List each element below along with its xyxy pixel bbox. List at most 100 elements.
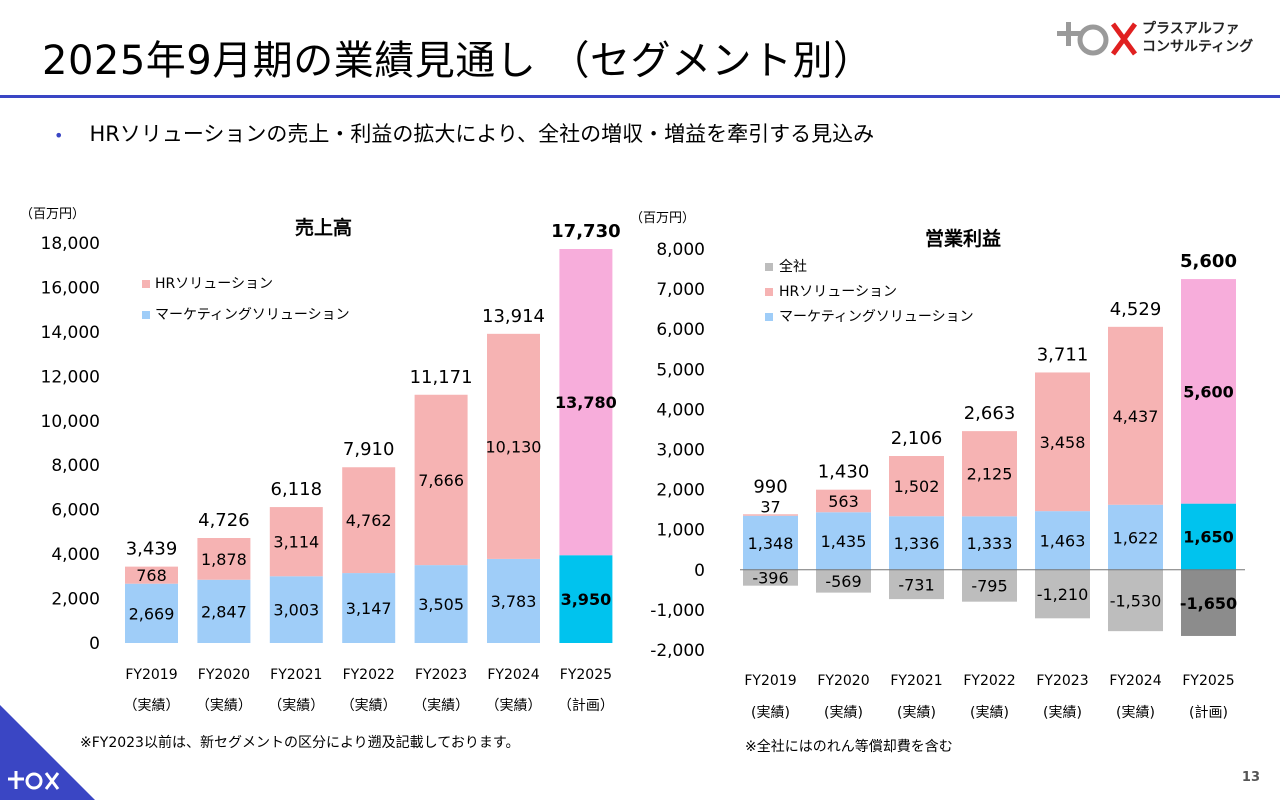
data-label-marketing: 3,147 xyxy=(346,599,392,618)
page-number: 13 xyxy=(1241,770,1260,785)
bar-corporate xyxy=(816,569,871,593)
data-label-hr: 37 xyxy=(760,497,780,516)
x-tick-sublabel: (実績) xyxy=(1043,705,1082,721)
x-tick-label: FY2024 xyxy=(487,667,539,683)
x-tick-label: FY2023 xyxy=(1036,673,1088,689)
note-segment: ※FY2023以前は、新セグメントの区分により遡及記載しております。 xyxy=(80,735,520,751)
x-tick-sublabel: （実績） xyxy=(124,698,180,714)
bar-corporate xyxy=(743,569,798,586)
bar-marketing xyxy=(269,576,323,643)
data-label-marketing: 1,333 xyxy=(967,534,1013,553)
bar-hr xyxy=(197,538,251,580)
data-label-hr: 5,600 xyxy=(1183,382,1234,401)
legend-label: HRソリューション xyxy=(779,284,897,300)
x-tick-sublabel: （実績） xyxy=(268,698,324,714)
bar-marketing xyxy=(559,555,613,643)
x-tick-sublabel: (計画) xyxy=(1189,705,1228,721)
chart-title: 売上高 xyxy=(295,216,352,239)
data-label-marketing: 3,505 xyxy=(418,595,464,614)
bar-marketing xyxy=(342,573,396,643)
x-tick-label: FY2021 xyxy=(890,673,942,689)
x-tick-sublabel: （計画） xyxy=(558,698,614,714)
bar-marketing xyxy=(962,516,1017,570)
y-tick-label: 6,000 xyxy=(656,320,705,340)
x-tick-label: FY2023 xyxy=(415,667,467,683)
note-corporate: ※全社にはのれん等償却費を含む xyxy=(745,739,953,755)
bar-hr xyxy=(889,455,944,517)
bar-marketing xyxy=(487,558,540,643)
y-tick-label: 0 xyxy=(89,634,100,654)
title-divider xyxy=(0,95,1280,98)
data-label-corporate: -1,650 xyxy=(1180,594,1237,613)
total-label: 17,730 xyxy=(551,221,620,242)
y-tick-label: 8,000 xyxy=(51,456,100,476)
bar-corporate xyxy=(962,569,1017,602)
y-tick-label: 16,000 xyxy=(41,278,100,298)
bar-marketing xyxy=(125,583,178,643)
page-title: 2025年9月期の業績見通し （セグメント別） xyxy=(42,38,874,84)
bullet-text: HRソリューションの売上・利益の拡大により、全社の増収・増益を牽引する見込み xyxy=(89,122,875,146)
y-tick-label: 6,000 xyxy=(51,501,100,521)
legend-swatch xyxy=(142,280,150,288)
data-label-marketing: 1,435 xyxy=(821,532,867,551)
total-label: 6,118 xyxy=(271,479,323,500)
legend-swatch xyxy=(765,313,773,321)
x-tick-sublabel: (実績) xyxy=(751,705,790,721)
y-axis-unit: （百万円） xyxy=(20,207,85,222)
total-label: 2,663 xyxy=(964,403,1016,424)
x-tick-sublabel: （実績） xyxy=(486,698,542,714)
y-tick-label: 0 xyxy=(694,561,705,581)
y-tick-label: -2,000 xyxy=(650,641,705,661)
data-label-marketing: 1,463 xyxy=(1040,531,1086,550)
data-label-corporate: -569 xyxy=(825,572,861,591)
y-tick-label: 8,000 xyxy=(656,240,705,260)
y-tick-label: 4,000 xyxy=(51,545,100,565)
x-tick-sublabel: (実績) xyxy=(824,705,863,721)
legend-label: HRソリューション xyxy=(155,276,273,292)
bar-hr xyxy=(1035,372,1090,512)
data-label-hr: 1,502 xyxy=(894,477,940,496)
bar-hr xyxy=(342,467,396,574)
total-label: 11,171 xyxy=(410,367,473,388)
data-label-hr: 768 xyxy=(136,566,167,585)
data-label-hr: 3,114 xyxy=(273,533,319,552)
operating-profit-chart: 営業利益 （百万円） -2,000 -1,000 0 1,000 2,000 3,000 4,0… xyxy=(630,211,1245,721)
data-label-hr: 563 xyxy=(828,492,859,511)
data-label-hr: 2,125 xyxy=(967,465,1013,484)
bar-marketing xyxy=(197,579,251,643)
data-label-hr: 1,878 xyxy=(201,550,247,569)
data-label-hr: 3,458 xyxy=(1040,433,1086,452)
x-tick-sublabel: (実績) xyxy=(970,705,1009,721)
data-label-hr: 4,762 xyxy=(346,511,392,530)
y-tick-label: -1,000 xyxy=(650,601,705,621)
data-label-marketing: 1,336 xyxy=(894,534,940,553)
x-tick-label: FY2022 xyxy=(343,667,395,683)
data-label-marketing: 2,669 xyxy=(129,604,175,623)
data-label-corporate: -795 xyxy=(971,577,1007,596)
legend-swatch xyxy=(765,263,773,271)
x-tick-label: FY2025 xyxy=(1182,673,1234,689)
data-label-marketing: 2,847 xyxy=(201,602,247,621)
bar-hr xyxy=(962,431,1017,517)
x-tick-sublabel: （実績） xyxy=(341,698,397,714)
bar-marketing xyxy=(816,512,871,570)
y-tick-label: 18,000 xyxy=(41,234,100,254)
bar-hr xyxy=(125,566,178,584)
bar-hr xyxy=(559,249,613,556)
x-tick-label: FY2019 xyxy=(125,667,177,683)
total-label: 2,106 xyxy=(891,428,943,449)
y-tick-label: 5,000 xyxy=(656,360,705,380)
x-tick-sublabel: （実績） xyxy=(413,698,469,714)
total-label: 990 xyxy=(753,476,787,497)
bar-corporate xyxy=(1181,569,1236,636)
bullet-dot-icon: • xyxy=(54,126,64,145)
bar-hr xyxy=(1181,279,1236,504)
company-logo xyxy=(1057,22,1138,56)
data-label-hr: 7,666 xyxy=(418,471,464,490)
y-tick-label: 3,000 xyxy=(656,441,705,461)
data-label-corporate: -1,530 xyxy=(1110,591,1162,610)
y-tick-label: 7,000 xyxy=(656,280,705,300)
bar-corporate xyxy=(1108,569,1163,632)
bar-marketing xyxy=(1035,511,1090,570)
chart-title: 営業利益 xyxy=(925,227,1001,250)
